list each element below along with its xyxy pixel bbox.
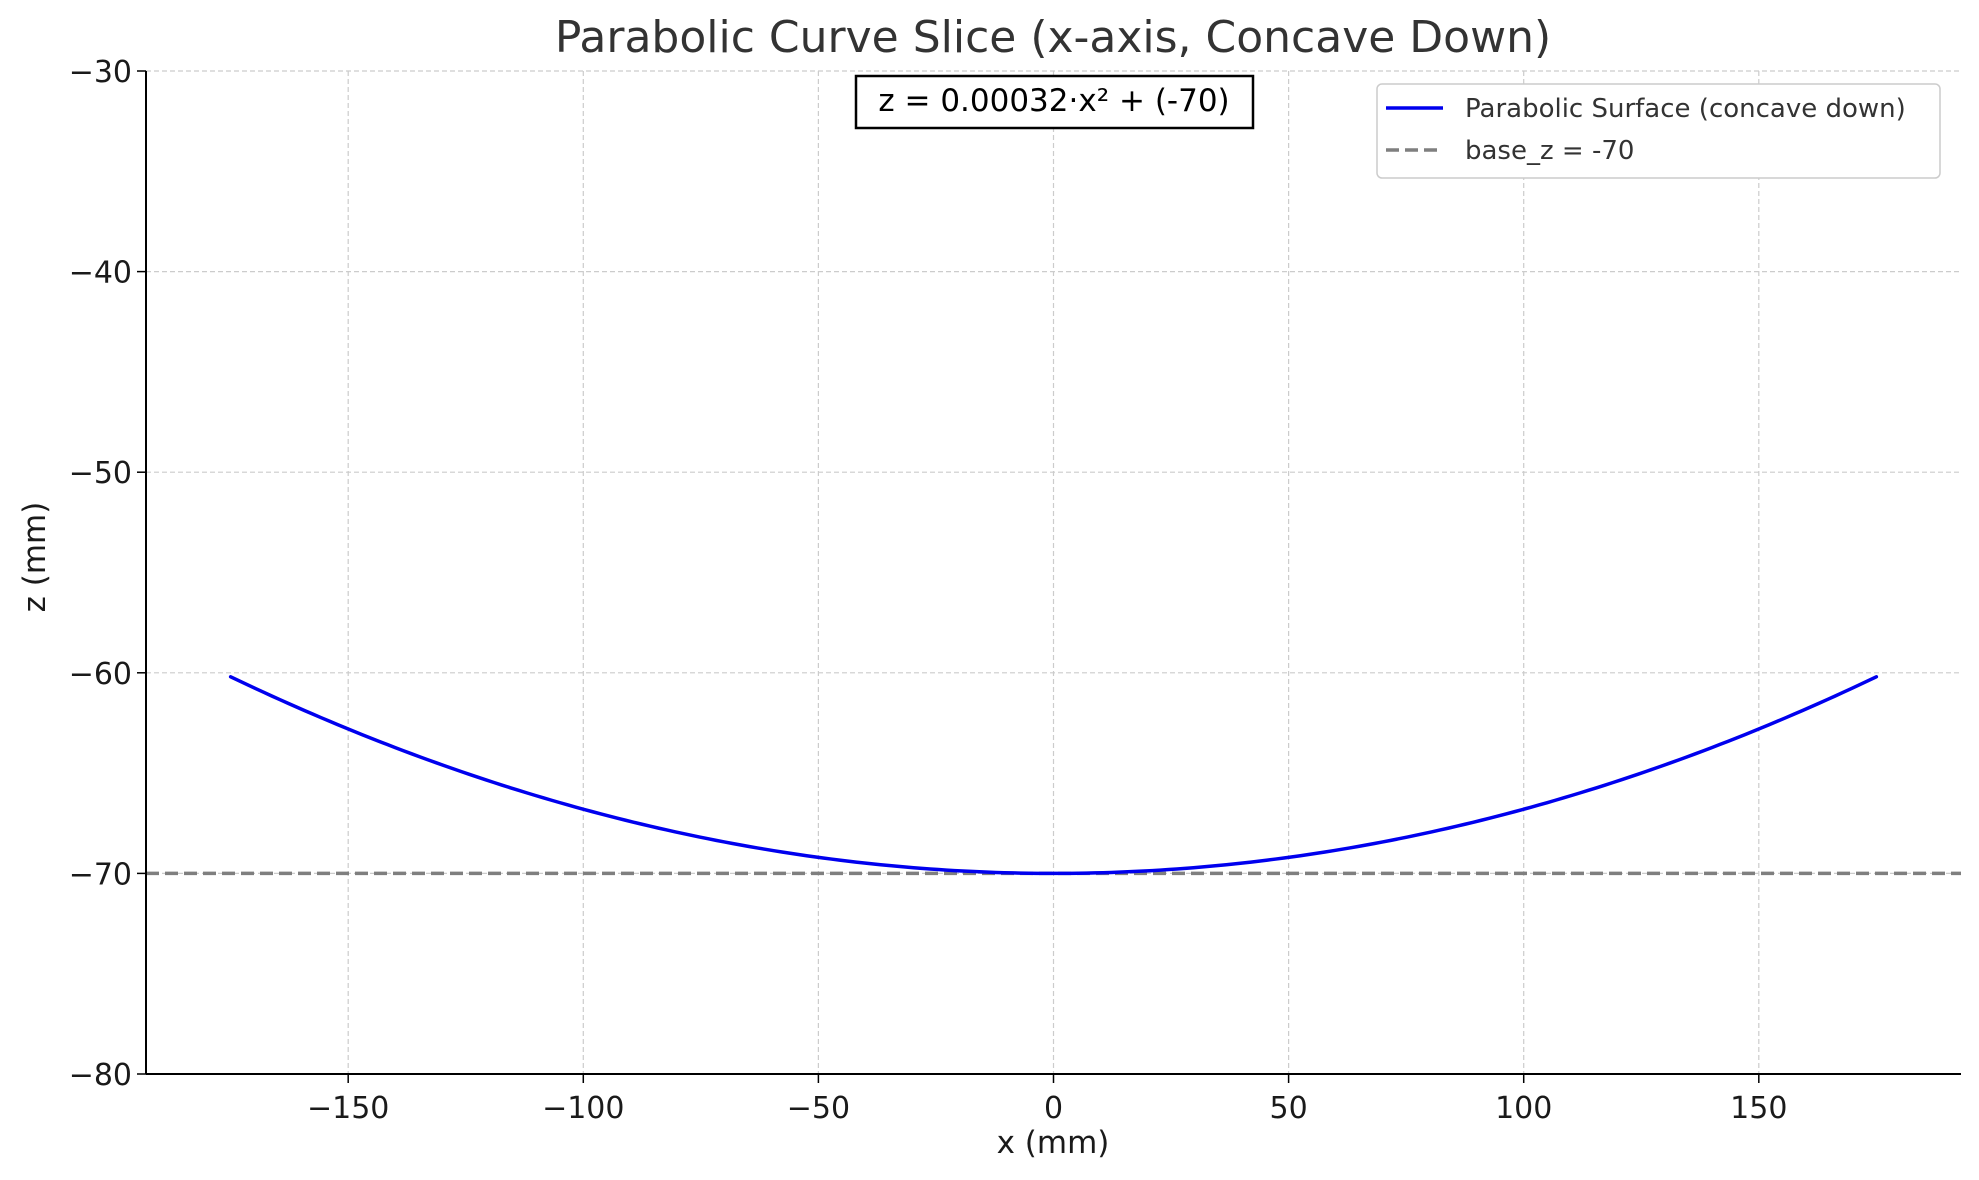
y-tick-label: −40 <box>69 256 132 291</box>
x-tick-label: −100 <box>542 1091 624 1126</box>
y-tick-label: −50 <box>69 456 132 491</box>
x-tick-label: 0 <box>1044 1091 1063 1126</box>
y-axis-label: z (mm) <box>17 502 53 613</box>
y-tick-label: −60 <box>69 657 132 692</box>
annotation-box <box>854 74 1255 130</box>
y-tick-label: −70 <box>69 857 132 892</box>
legend-label-parabola: Parabolic Surface (concave down) <box>1465 94 1906 124</box>
legend: Parabolic Surface (concave down) base_z … <box>1376 83 1941 179</box>
y-tick-label: −30 <box>69 55 132 90</box>
legend-box <box>1376 83 1941 179</box>
y-tick-label: −80 <box>69 1058 132 1093</box>
parabola-curve <box>228 675 1879 876</box>
x-tick-label: 150 <box>1730 1091 1787 1126</box>
chart-title: Parabolic Curve Slice (x-axis, Concave D… <box>555 12 1551 63</box>
legend-label-base: base_z = -70 <box>1465 136 1634 166</box>
x-axis-label: x (mm) <box>997 1125 1110 1161</box>
equation-annotation: z = 0.00032·x² + (-70) <box>854 74 1255 130</box>
series-layer <box>146 675 1961 876</box>
x-tick-label: −150 <box>307 1091 389 1126</box>
tick-labels: −150 −100 −50 0 50 100 150 −80 −70 −60 −50 −40 −30 <box>69 55 1788 1126</box>
x-tick-label: 100 <box>1495 1091 1552 1126</box>
x-tick-label: −50 <box>787 1091 850 1126</box>
axes <box>137 70 1961 1083</box>
annotation-text: z = 0.00032·x² + (-70) <box>878 83 1229 119</box>
x-tick-label: 50 <box>1270 1091 1308 1126</box>
